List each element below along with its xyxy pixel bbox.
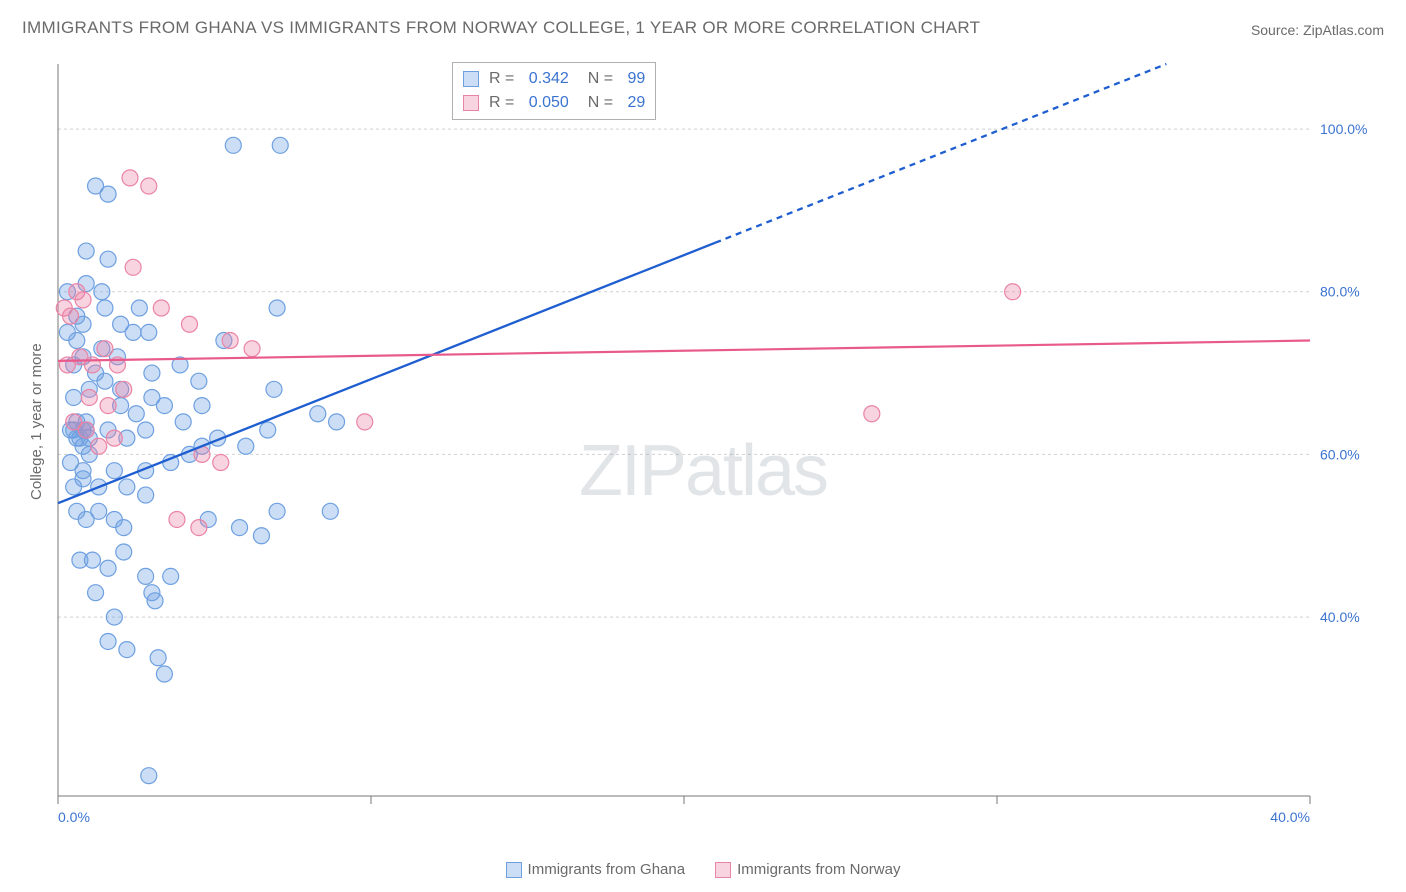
- svg-text:100.0%: 100.0%: [1320, 121, 1367, 137]
- r-value: 0.050: [524, 91, 568, 115]
- n-label: N =: [579, 91, 613, 115]
- svg-text:40.0%: 40.0%: [1320, 609, 1360, 625]
- n-label: N =: [579, 67, 613, 91]
- svg-text:80.0%: 80.0%: [1320, 284, 1360, 300]
- legend-label: Immigrants from Norway: [737, 861, 900, 878]
- legend-swatch: [463, 95, 479, 111]
- n-value: 99: [623, 67, 645, 91]
- r-value: 0.342: [524, 67, 568, 91]
- r-label: R =: [489, 91, 514, 115]
- svg-text:60.0%: 60.0%: [1320, 446, 1360, 462]
- source-label: Source: ZipAtlas.com: [1251, 22, 1384, 38]
- correlation-legend-row: R = 0.342 N = 99: [463, 67, 645, 91]
- n-value: 29: [623, 91, 645, 115]
- scatter-svg: 40.0% 60.0% 80.0% 100.0% 0.0% 40.0%: [50, 60, 1380, 830]
- legend-swatch: [463, 71, 479, 87]
- correlation-legend-row: R = 0.050 N = 29: [463, 91, 645, 115]
- legend-item: Immigrants from Norway: [715, 861, 900, 878]
- chart-plot-area: 40.0% 60.0% 80.0% 100.0% 0.0% 40.0%: [50, 60, 1386, 832]
- correlation-legend: R = 0.342 N = 99R = 0.050 N = 29: [452, 62, 656, 120]
- r-label: R =: [489, 67, 514, 91]
- legend-label: Immigrants from Ghana: [528, 861, 686, 878]
- series-legend: Immigrants from Ghana Immigrants from Nor…: [0, 861, 1406, 878]
- y-axis-label: College, 1 year or more: [28, 343, 45, 500]
- legend-swatch: [715, 862, 731, 878]
- svg-text:40.0%: 40.0%: [1270, 809, 1310, 825]
- svg-text:0.0%: 0.0%: [58, 809, 90, 825]
- legend-item: Immigrants from Ghana: [506, 861, 686, 878]
- legend-swatch: [506, 862, 522, 878]
- chart-title: IMMIGRANTS FROM GHANA VS IMMIGRANTS FROM…: [22, 18, 980, 38]
